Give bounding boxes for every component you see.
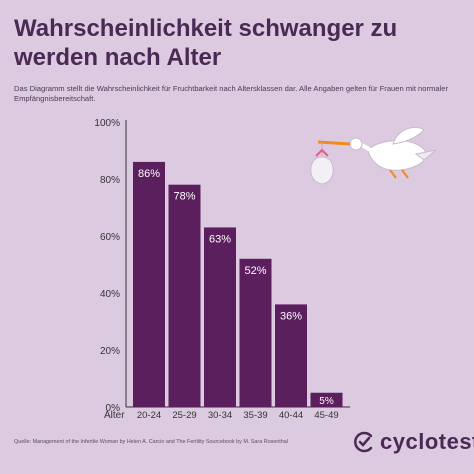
- logo-text: cyclotest: [380, 429, 474, 454]
- x-tick-label: 25-29: [172, 410, 196, 421]
- bar-value-label: 5%: [319, 396, 334, 407]
- y-tick-label: 60%: [100, 232, 120, 243]
- bar-45-49: [310, 392, 343, 407]
- bar-40-44: [275, 304, 307, 407]
- page-title: Wahrscheinlichkeit schwanger zu werden n…: [14, 15, 398, 71]
- y-tick-label: 40%: [100, 289, 120, 300]
- y-tick-label: 80%: [100, 175, 120, 186]
- y-tick-label: 20%: [100, 346, 120, 357]
- bar-value-label: 63%: [209, 233, 231, 245]
- x-tick-label: 20-24: [137, 410, 161, 421]
- bar-25-29: [168, 184, 201, 407]
- bar-value-label: 86%: [138, 168, 160, 180]
- chart-description: Das Diagramm stellt die Wahrscheinlichke…: [14, 84, 449, 103]
- cyclotest-logo: cyclotest: [352, 429, 474, 455]
- bar-35-39: [239, 258, 272, 407]
- source-note: Quelle: Management of the Infertile Woma…: [14, 439, 288, 445]
- y-tick-label: 100%: [94, 118, 120, 129]
- stork-with-bundle-illustration: [310, 126, 437, 185]
- x-tick-label: 45-49: [314, 410, 338, 421]
- x-tick-label: 35-39: [243, 410, 267, 421]
- bar-value-label: 52%: [244, 265, 266, 277]
- bar-20-24: [133, 161, 165, 407]
- x-tick-label: 30-34: [208, 410, 232, 421]
- cyclotest-logo-icon: [354, 431, 373, 453]
- y-tick-label: 0%: [106, 403, 121, 414]
- bar-30-34: [204, 227, 236, 407]
- bar-value-label: 36%: [280, 310, 302, 322]
- x-axis-label: Alter: [104, 410, 125, 421]
- bar-value-label: 78%: [173, 191, 195, 203]
- x-tick-label: 40-44: [279, 410, 303, 421]
